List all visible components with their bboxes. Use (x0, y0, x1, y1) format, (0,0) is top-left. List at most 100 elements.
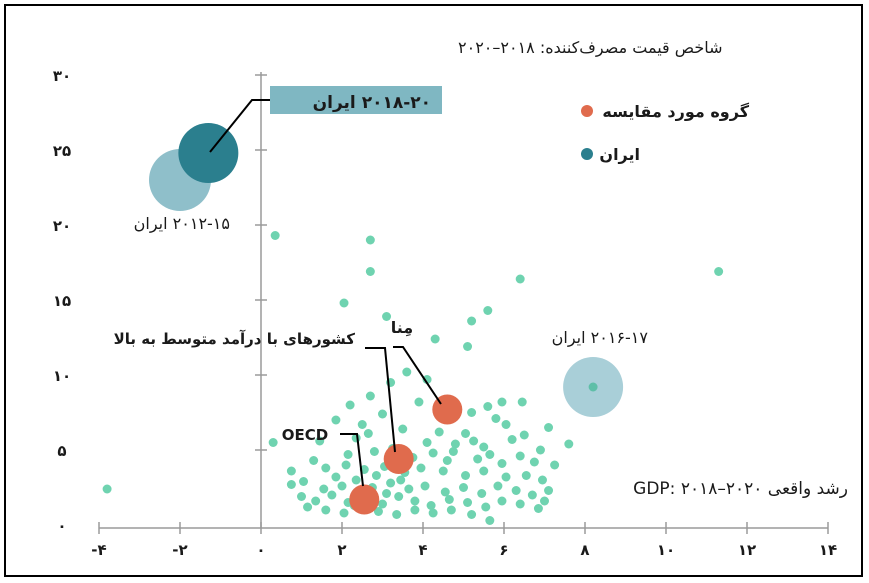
y-tick-label: ۳۰ (53, 67, 71, 85)
country-point (327, 490, 337, 500)
country-point (398, 424, 408, 434)
x-axis-label: رشد واقعی GDP: ۲۰۱۸–۲۰۲۰ (633, 479, 848, 499)
country-point (529, 457, 539, 467)
y-tick-label: ۲۵ (53, 142, 71, 160)
country-point (444, 495, 454, 504)
oecd-leader (340, 433, 364, 487)
country-point (544, 486, 554, 495)
country-point (497, 459, 507, 468)
chart-title: شاخص قیمت مصرف‌کننده: ۲۰۱۸–۲۰۲۰ (458, 38, 723, 58)
country-point (438, 466, 448, 476)
country-point (442, 456, 452, 465)
legend: گروه مورد مقایسه ایران (581, 102, 750, 164)
country-point (102, 484, 112, 494)
country-point (339, 298, 349, 308)
country-point (319, 484, 329, 494)
iran-points (149, 123, 624, 417)
country-point (357, 420, 367, 429)
country-point (371, 471, 381, 480)
country-point (459, 483, 468, 492)
country-point (461, 471, 471, 480)
country-point (515, 451, 525, 461)
country-point (517, 397, 527, 407)
legend-label-comparison: گروه مورد مقایسه (602, 102, 749, 121)
oecd-label: OECD (282, 426, 328, 444)
country-point (309, 456, 319, 465)
country-point (485, 516, 495, 525)
country-point (410, 505, 420, 515)
country-point (410, 496, 420, 506)
country-point (430, 334, 440, 344)
mena-label: مِنا (391, 318, 413, 337)
country-point (416, 463, 426, 473)
country-point (519, 430, 529, 440)
country-point (440, 487, 450, 497)
x-tick-label: ۱۰ (657, 541, 675, 559)
comparison-point (383, 444, 414, 474)
country-point (337, 481, 347, 491)
country-point (396, 475, 406, 485)
x-tick-label: ۴ (418, 541, 427, 559)
country-point (479, 466, 489, 476)
country-point (392, 510, 402, 519)
country-point (533, 504, 543, 513)
country-point (343, 450, 353, 459)
country-point (485, 450, 495, 459)
country-point (467, 316, 477, 326)
country-point (564, 439, 574, 449)
country-point (382, 489, 392, 498)
x-tick-label: ۱۲ (738, 541, 756, 559)
y-tick-label: ۱۵ (53, 292, 71, 310)
country-point (544, 423, 554, 432)
country-point (467, 510, 477, 519)
iran-bubble (178, 123, 239, 183)
country-point (493, 481, 503, 491)
country-point (540, 496, 549, 506)
x-tick-label: -۲ (172, 541, 187, 559)
country-point (515, 499, 525, 509)
country-point (521, 471, 531, 480)
country-point (511, 486, 521, 495)
x-tick-label: -۴ (91, 541, 106, 559)
country-point (382, 312, 392, 321)
country-point (315, 436, 325, 446)
country-point (402, 367, 412, 377)
country-point (426, 501, 436, 510)
y-tick-label: ۱۰ (53, 367, 71, 385)
country-point (535, 445, 545, 455)
country-point (527, 490, 537, 500)
country-point (268, 438, 278, 447)
country-point (714, 267, 724, 276)
country-point (341, 460, 351, 470)
country-point (422, 375, 432, 384)
y-tick-label: ۰ (57, 517, 66, 535)
comparison-point (349, 484, 380, 515)
x-tick-label: ۲ (337, 541, 346, 559)
axis-ticks: -۴ -۲ ۰ ۲ ۴ ۶ ۸ ۱۰ ۱۲ ۱۴ ۰ ۵ ۱۰ ۱۵ ۲۰ ۲۵ ۳۰ (53, 67, 837, 559)
country-point (448, 447, 458, 456)
country-point (428, 448, 438, 458)
country-point (286, 466, 296, 476)
country-points (102, 231, 724, 525)
country-point (373, 507, 383, 516)
country-point (497, 397, 507, 407)
country-point (303, 502, 313, 512)
country-point (369, 447, 379, 456)
country-point (345, 400, 355, 410)
x-tick-label: ۱۴ (819, 541, 837, 559)
country-point (365, 267, 375, 276)
country-point (461, 429, 471, 438)
country-point (479, 442, 489, 452)
iran-2016-17-point (588, 382, 598, 392)
country-point (463, 498, 473, 507)
upper-middle-income-label: کشورهای با درآمد متوسط به بالا (114, 330, 356, 348)
country-point (507, 435, 517, 444)
country-point (467, 408, 477, 417)
country-point (386, 478, 396, 488)
country-point (365, 235, 375, 245)
country-point (497, 496, 507, 506)
country-point (311, 496, 321, 506)
country-point (515, 274, 525, 284)
y-tick-label: ۵ (57, 442, 66, 460)
country-point (501, 420, 511, 429)
